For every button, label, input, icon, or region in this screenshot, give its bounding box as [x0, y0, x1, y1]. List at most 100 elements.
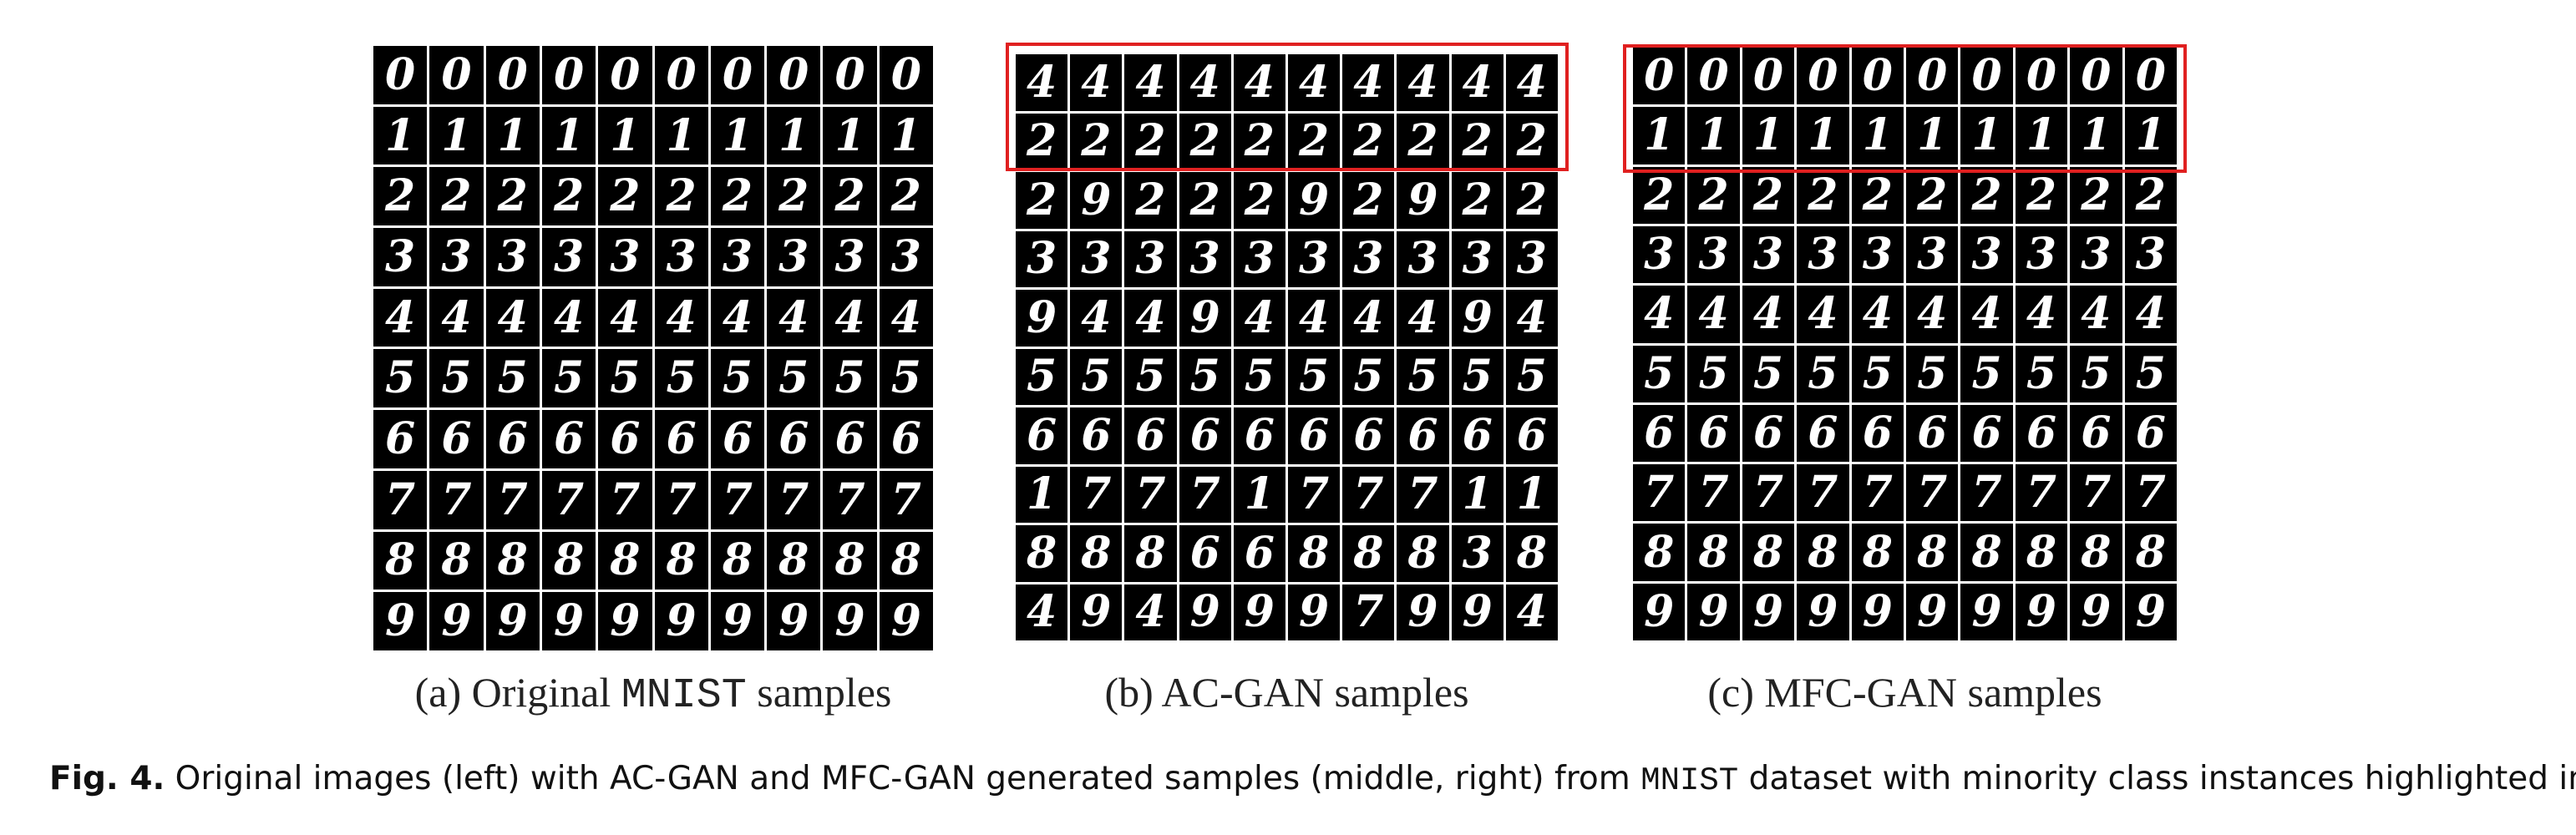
digit-sample: 6 [1505, 407, 1558, 464]
digit-sample: 4 [710, 288, 765, 347]
digit-sample: 1 [1687, 107, 1740, 164]
digit-sample: 4 [541, 288, 596, 347]
digit-sample: 4 [485, 288, 540, 347]
digit-sample: 4 [1505, 584, 1558, 640]
digit-sample: 4 [2070, 286, 2122, 343]
subcaption: (c) MFC-GAN samples [1633, 668, 2177, 716]
digit-sample: 2 [710, 167, 765, 226]
digit-sample: 4 [1124, 290, 1177, 347]
digit-sample: 8 [1016, 525, 1068, 582]
digit-sample: 9 [1397, 584, 1449, 640]
digit-sample: 6 [373, 410, 428, 468]
digit-sample: 2 [767, 167, 821, 226]
digit-sample: 1 [485, 106, 540, 165]
digit-sample: 3 [1451, 525, 1504, 582]
digit-sample: 6 [879, 410, 933, 468]
digit-sample: 5 [1070, 348, 1123, 405]
digit-sample: 9 [429, 592, 484, 650]
digit-sample: 0 [710, 46, 765, 104]
digit-sample: 6 [1687, 404, 1740, 463]
digit-sample: 7 [541, 470, 596, 529]
digit-sample: 8 [429, 531, 484, 590]
digit-sample: 2 [541, 167, 596, 226]
digit-sample: 2 [1742, 166, 1795, 224]
digit-sample: 8 [2015, 524, 2068, 581]
digit-sample: 2 [1179, 113, 1231, 170]
digit-sample: 2 [1687, 166, 1740, 224]
digit-sample: 6 [598, 410, 652, 468]
digit-sample: 8 [1124, 525, 1177, 582]
digit-sample: 3 [598, 228, 652, 286]
digit-sample: 9 [823, 592, 877, 650]
digit-sample: 6 [1233, 407, 1285, 464]
digit-sample: 3 [1960, 225, 2013, 284]
digit-sample: 2 [1016, 113, 1068, 170]
digit-sample: 5 [429, 349, 484, 408]
digit-sample: 2 [1233, 113, 1285, 170]
digit-sample: 0 [1742, 48, 1795, 105]
digit-sample: 4 [1233, 54, 1285, 111]
digit-sample: 9 [598, 592, 652, 650]
digit-sample: 3 [1906, 225, 1959, 284]
digit-sample: 5 [1016, 348, 1068, 405]
digit-sample: 7 [1288, 466, 1341, 523]
digit-sample: 0 [1960, 48, 2013, 105]
digit-sample: 7 [654, 470, 708, 529]
digit-sample: 6 [1960, 404, 2013, 463]
digit-sample: 0 [2070, 48, 2122, 105]
digit-sample: 1 [1797, 107, 1849, 164]
digit-sample: 1 [823, 106, 877, 165]
digit-sample: 4 [654, 288, 708, 347]
digit-sample: 9 [1070, 584, 1123, 640]
digit-sample: 6 [1070, 407, 1123, 464]
digit-sample: 1 [1505, 466, 1558, 523]
digit-sample: 6 [654, 410, 708, 468]
digit-sample: 1 [1451, 466, 1504, 523]
digit-sample: 5 [767, 349, 821, 408]
digit-sample: 9 [1797, 583, 1849, 640]
digit-sample: 2 [598, 167, 652, 226]
digit-sample: 5 [598, 349, 652, 408]
digit-sample: 5 [1397, 348, 1449, 405]
caption-text: Original images (left) with AC-GAN and M… [165, 760, 1641, 797]
digit-sample: 2 [1342, 172, 1395, 229]
digit-sample: 5 [2070, 345, 2122, 402]
digit-sample: 8 [879, 531, 933, 590]
digit-sample: 8 [541, 531, 596, 590]
digit-sample: 3 [1505, 230, 1558, 287]
digit-sample: 1 [1233, 466, 1285, 523]
digit-sample: 4 [373, 288, 428, 347]
digit-sample: 4 [1851, 286, 1904, 343]
digit-sample: 2 [1960, 166, 2013, 224]
digit-sample: 4 [1397, 290, 1449, 347]
digit-sample: 5 [2124, 345, 2177, 402]
figure-caption: Fig. 4. Original images (left) with AC-G… [49, 760, 2576, 799]
digit-sample: 7 [598, 470, 652, 529]
digit-sample: 1 [373, 106, 428, 165]
digit-sample: 8 [1070, 525, 1123, 582]
digit-sample: 7 [2015, 464, 2068, 522]
digit-sample: 0 [2015, 48, 2068, 105]
digit-sample: 4 [1960, 286, 2013, 343]
digit-sample: 7 [1342, 466, 1395, 523]
digit-sample: 5 [654, 349, 708, 408]
digit-sample: 5 [823, 349, 877, 408]
digit-sample: 8 [823, 531, 877, 590]
digit-sample: 6 [1797, 404, 1849, 463]
digit-sample: 9 [767, 592, 821, 650]
digit-sample: 7 [373, 470, 428, 529]
digit-sample: 2 [654, 167, 708, 226]
subcaption: (b) AC-GAN samples [1016, 668, 1558, 716]
digit-sample: 2 [1288, 113, 1341, 170]
highlight-box [1623, 44, 2187, 173]
digit-sample: 5 [1451, 348, 1504, 405]
digit-sample: 1 [2015, 107, 2068, 164]
digit-sample: 9 [541, 592, 596, 650]
digit-sample: 9 [1742, 583, 1795, 640]
digit-sample: 0 [541, 46, 596, 104]
digit-sample: 8 [767, 531, 821, 590]
digit-sample: 7 [1906, 464, 1959, 522]
digit-sample: 1 [1016, 466, 1068, 523]
